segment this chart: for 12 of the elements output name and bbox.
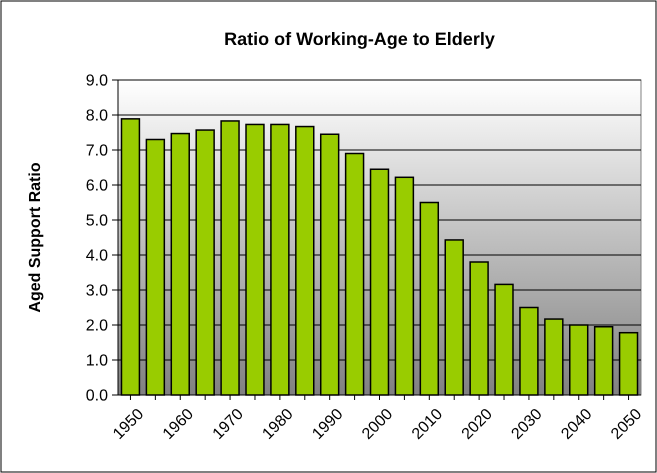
y-tick-label: 3.0: [86, 282, 108, 300]
y-tick-label: 0.0: [86, 388, 108, 405]
chart-title: Ratio of Working-Age to Elderly: [224, 29, 495, 49]
y-tick-label: 5.0: [86, 212, 108, 230]
y-tick-label: 8.0: [86, 108, 108, 125]
y-tick-label: 6.0: [86, 178, 108, 195]
y-tick-label: 1.0: [86, 352, 108, 370]
y-tick-label: 2.0: [86, 318, 108, 335]
y-axis-title: Aged Support Ratio: [27, 162, 44, 313]
y-tick-label: 9.0: [86, 72, 108, 90]
y-tick-label: 7.0: [86, 142, 108, 160]
y-tick-label: 4.0: [86, 248, 108, 265]
